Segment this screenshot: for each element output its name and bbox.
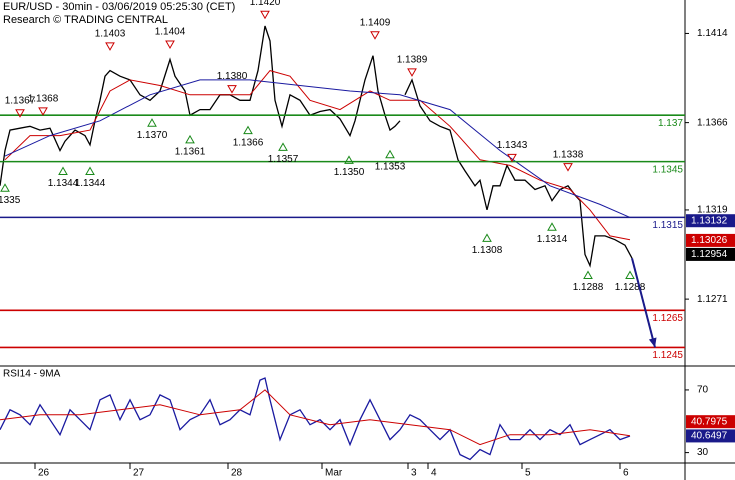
y-tick-label: 1.1271 [697,294,728,305]
low-marker [185,134,195,144]
pivot-label: 1.1420 [250,0,281,8]
low-marker [278,142,288,151]
x-tick-label: 6 [623,468,629,479]
pivot-label: 1.1409 [360,17,391,28]
y-tick-label: 70 [697,385,709,396]
pivot-label: 1.1343 [497,140,528,151]
pivot-label: 1.1370 [137,130,168,141]
series-line [0,377,631,461]
pivot-label: 1.1308 [472,245,503,256]
price-box-label: 1.13026 [691,235,728,246]
pivot-label: 1.1353 [375,161,406,172]
level-label: 1.1265 [652,313,683,324]
price-box-label: 1.12954 [691,249,728,260]
price-box [686,415,735,429]
low-marker [344,155,354,164]
high-marker [227,85,237,94]
high-marker [407,68,417,77]
price-box [686,214,735,228]
pivot-label: 1.1338 [553,149,584,160]
series-line [4,79,631,218]
level-label: 1.1245 [652,350,683,361]
high-marker [507,153,517,163]
pivot-label: 1.1335 [0,195,21,206]
x-tick-label: 3 [411,468,417,479]
pivot-label: 1.1367 [5,95,36,106]
low-marker [385,149,395,159]
price-box-label: 1.13132 [691,215,728,226]
pivot-label: 1.1389 [397,55,428,66]
x-tick-label: 27 [133,468,145,479]
high-marker [370,31,380,40]
rsi-title: RSI14 - 9MA [3,369,61,380]
x-tick-label: 4 [431,468,437,479]
price-plot: 1.137 1.1345 1.1315 1.1265 1.1245 1.1335 1.136… [0,0,685,361]
pivot-label: 1.1357 [268,154,299,165]
chart-subtitle: Research © TRADING CENTRAL [3,14,168,26]
pivot-label: 1.1314 [537,234,568,245]
low-marker [482,233,492,242]
low-marker [583,270,593,280]
projection-arrow [631,257,656,348]
y-tick-label: 1.1366 [697,117,728,128]
pivot-label: 1.1403 [95,29,126,40]
low-marker [625,270,635,280]
x-tick-label: 26 [38,468,50,479]
x-tick-label: 5 [525,468,531,479]
pivot-label: 1.1288 [615,282,646,293]
price-box [686,429,735,443]
high-marker [15,109,25,118]
pivot-label: 1.1350 [334,167,365,178]
chart-title: EUR/USD - 30min - 03/06/2019 05:25:30 (C… [3,1,235,13]
pivot-label: 1.1380 [217,71,248,82]
y-tick-label: 1.1414 [697,28,728,39]
price-box [686,233,735,247]
level-label: 1.137 [658,118,683,129]
x-tick-label: 28 [231,468,243,479]
pivot-label: 1.1344 [48,178,79,189]
low-marker [547,222,557,231]
high-marker [165,40,175,50]
pivot-label: 1.1361 [175,147,206,158]
pivot-label: 1.1368 [28,94,59,105]
pivot-label: 1.1344 [75,178,106,189]
y-tick-label: 1.1319 [697,205,728,216]
price-box-label: 40.6497 [691,431,728,442]
y-tick-label: 30 [697,447,709,458]
high-marker [260,10,270,20]
level-label: 1.1315 [652,220,683,231]
level-label: 1.1345 [652,164,683,175]
arrow-head [648,337,657,348]
high-marker [563,163,573,172]
pivot-label: 1.1288 [573,282,604,293]
low-marker [243,125,253,135]
series-line [0,389,631,446]
low-marker [0,183,10,192]
high-marker [105,42,115,51]
pivot-label: 1.1404 [155,27,186,38]
low-marker [58,166,68,175]
price-box [686,247,735,261]
high-marker [38,107,48,116]
series-line [4,70,631,241]
low-marker [85,166,95,175]
rsi-plot [0,377,631,461]
x-tick-label: Mar [325,468,343,479]
series-line [0,25,633,268]
pivot-label: 1.1366 [233,137,264,148]
price-box-label: 40.7975 [691,416,728,427]
low-marker [147,118,157,127]
